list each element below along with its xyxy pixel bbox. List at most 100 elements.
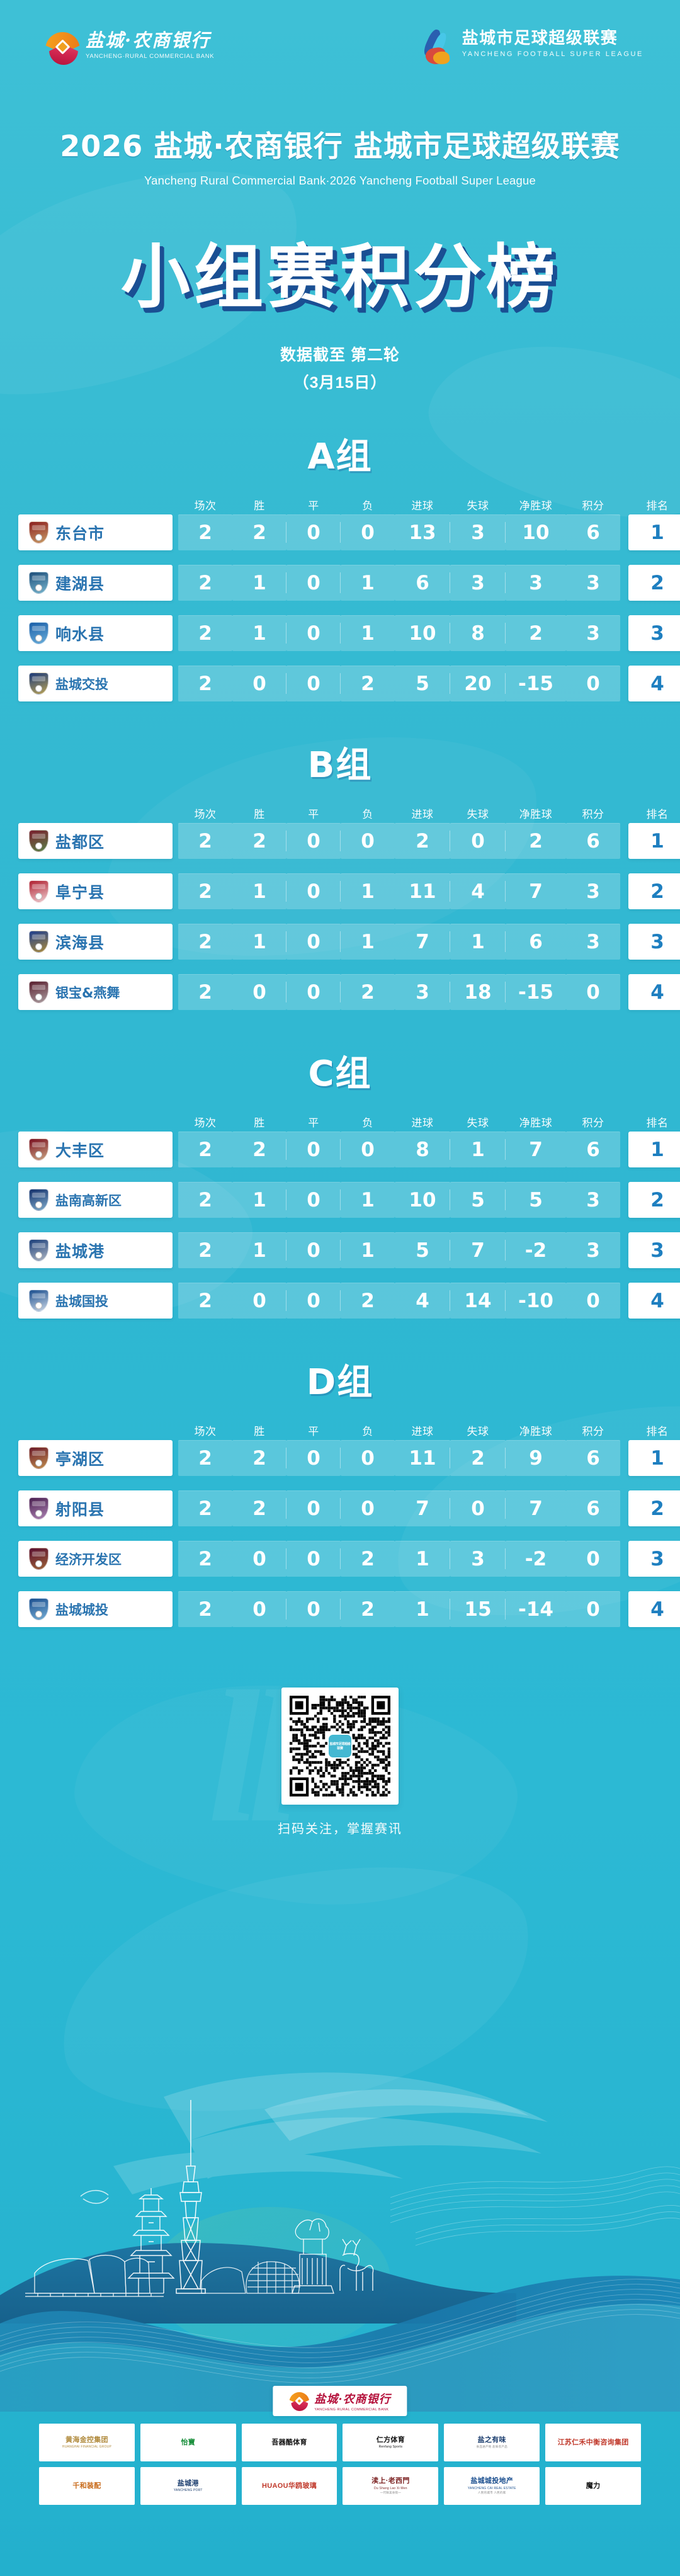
stat-gf: 6 [395, 565, 450, 601]
stat-ga: 18 [450, 974, 506, 1010]
table-row[interactable]: 大丰区 2 2 0 0 8 1 7 6 1 [18, 1132, 680, 1167]
stat-pts: 6 [566, 514, 620, 550]
table-row[interactable]: 响水县 2 1 0 1 10 8 2 3 3 [18, 615, 680, 651]
team-cell: 经济开发区 [18, 1541, 173, 1577]
team-cell: 盐城交投 [18, 666, 173, 701]
team-cell: 东台市 [18, 514, 173, 550]
page-title: 小组赛积分榜 [121, 237, 559, 317]
team-crest-icon [29, 672, 48, 695]
bank-logo-name-en: YANCHENG·RURAL COMMERCIAL BANK [86, 53, 215, 60]
column-header-负: 负 [362, 500, 373, 512]
stat-loss: 0 [341, 514, 395, 550]
table-row[interactable]: 盐南高新区 2 1 0 1 10 5 5 3 2 [18, 1182, 680, 1218]
sponsor-name-cn: 吾器酷体育 [271, 2438, 307, 2446]
team-crest-icon [29, 830, 48, 852]
stat-loss: 0 [341, 823, 395, 859]
standings-table: 场次胜平负进球 失球 净胜球 积分 排名 亭湖区 2 2 0 0 11 2 9 6 1 射阳县 2 2 0 0 7 0 7 6… [18, 1421, 680, 1627]
bank-logo-name-cn: 盐城·农商银行 [86, 30, 211, 51]
table-row[interactable]: 盐城城投 2 0 0 2 1 15 -14 0 4 [18, 1591, 680, 1627]
table-row[interactable]: 盐城港 2 1 0 1 5 7 -2 3 3 [18, 1232, 680, 1268]
stat-win: 0 [232, 1591, 286, 1627]
sponsor-name-cn: HUAOU华鸥玻璃 [262, 2482, 317, 2490]
stat-played: 2 [178, 565, 232, 601]
stat-loss: 0 [341, 1490, 395, 1526]
column-header-失球: 失球 [467, 1117, 489, 1129]
qr-code[interactable]: 盐城市足球超级联赛 [281, 1688, 399, 1805]
sponsor-logo[interactable]: 渎上·老西門 Du Shang Lao Xi Men 一代鲜美食街一 [343, 2467, 439, 2505]
table-row[interactable]: 东台市 2 2 0 0 13 3 10 6 1 [18, 514, 680, 550]
team-name: 建湖县 [55, 574, 105, 593]
rank-cell: 3 [628, 1541, 680, 1577]
stat-ga: 7 [450, 1232, 506, 1268]
qr-image: 盐城市足球超级联赛 [290, 1696, 390, 1796]
table-row[interactable]: 盐城交投 2 0 0 2 5 20 -15 0 4 [18, 666, 680, 701]
sponsor-logo[interactable]: 盐城港 YANCHENG PORT [140, 2467, 236, 2505]
standings-table: 场次胜平负进球 失球 净胜球 积分 排名 大丰区 2 2 0 0 8 1 7 6 1 盐南高新区 2 1 0 1 10 5… [18, 1113, 680, 1319]
headline: 2026 盐城·农商银行 盐城市足球超级联赛 [60, 129, 620, 163]
stat-draw: 0 [286, 666, 341, 701]
group-title: D组 [306, 1362, 374, 1403]
group-title: C组 [308, 1053, 372, 1094]
column-header-积分: 积分 [582, 809, 604, 820]
stat-played: 2 [178, 1182, 232, 1218]
sponsor-logo[interactable]: 仁方体育 Renfang Sports [343, 2424, 439, 2461]
stat-draw: 0 [286, 1283, 341, 1319]
sponsor-logo[interactable]: 魔力 [545, 2467, 641, 2505]
table-row[interactable]: 盐都区 2 2 0 0 2 0 2 6 1 [18, 823, 680, 859]
sponsor-logo[interactable]: 江苏仁禾中衡咨询集团 [545, 2424, 641, 2461]
group-section-A组: A组 场次胜平负进球 失球 净胜球 积分 排名 东台市 2 2 0 0 13 3 10 6 1 建湖县 2 1 0 1 6… [0, 428, 680, 701]
team-crest-icon [29, 1138, 48, 1160]
sponsor-logo[interactable]: 千和装配 [39, 2467, 135, 2505]
sponsor-tagline: 食品进产地 盐味农产品 [476, 2445, 507, 2449]
stat-gf: 5 [395, 1232, 450, 1268]
sponsor-logo[interactable]: 怡寶 [140, 2424, 236, 2461]
league-logo: 盐城市足球超级联赛 YANCHENG FOOTBALL SUPER LEAGUE [421, 28, 643, 67]
standings-table: 场次胜平负进球 失球 净胜球 积分 排名 盐都区 2 2 0 0 2 0 2 6 1 阜宁县 2 1 0 1 11 4 7 3… [18, 804, 680, 1010]
stat-draw: 0 [286, 1440, 341, 1476]
stat-played: 2 [178, 1132, 232, 1167]
stat-gd: 2 [506, 823, 566, 859]
column-header-胜: 胜 [254, 1117, 265, 1129]
stat-pts: 3 [566, 565, 620, 601]
stat-gf: 11 [395, 873, 450, 909]
sponsor-logo[interactable]: 盐之有味 食品进产地 盐味农产品 [444, 2424, 540, 2461]
stat-pts: 6 [566, 1132, 620, 1167]
sponsor-logo[interactable]: 黄海金控集团 HUANGHAI FINANCIAL GROUP [39, 2424, 135, 2461]
team-cell: 盐都区 [18, 823, 173, 859]
table-row[interactable]: 亭湖区 2 2 0 0 11 2 9 6 1 [18, 1440, 680, 1476]
sponsor-name-en: YANCHENG PORT [173, 2488, 203, 2493]
table-row[interactable]: 射阳县 2 2 0 0 7 0 7 6 2 [18, 1490, 680, 1526]
stat-ga: 1 [450, 1132, 506, 1167]
column-header-场次: 场次 [194, 500, 217, 512]
stat-played: 2 [178, 823, 232, 859]
table-row[interactable]: 滨海县 2 1 0 1 7 1 6 3 3 [18, 924, 680, 960]
table-row[interactable]: 经济开发区 2 0 0 2 1 3 -2 0 3 [18, 1541, 680, 1577]
team-name: 银宝&燕舞 [55, 985, 120, 1001]
stat-gf: 13 [395, 514, 450, 550]
stat-win: 0 [232, 1541, 286, 1577]
stat-ga: 3 [450, 1541, 506, 1577]
column-header-排名: 排名 [646, 1426, 669, 1438]
table-row[interactable]: 阜宁县 2 1 0 1 11 4 7 3 2 [18, 873, 680, 909]
table-row[interactable]: 盐城国投 2 0 0 2 4 14 -10 0 4 [18, 1283, 680, 1319]
sponsor-logo[interactable]: 吾器酷体育 [241, 2424, 337, 2461]
table-row[interactable]: 建湖县 2 1 0 1 6 3 3 3 2 [18, 565, 680, 601]
team-crest-icon [29, 1497, 48, 1519]
table-row[interactable]: 银宝&燕舞 2 0 0 2 3 18 -15 0 4 [18, 974, 680, 1010]
column-header-胜: 胜 [254, 500, 265, 512]
rank-cell: 2 [628, 873, 680, 909]
stat-pts: 0 [566, 666, 620, 701]
stat-played: 2 [178, 666, 232, 701]
team-cell: 亭湖区 [18, 1440, 173, 1476]
stat-played: 2 [178, 974, 232, 1010]
sponsor-name-cn: 盐之有味 [477, 2436, 506, 2444]
stat-draw: 0 [286, 1591, 341, 1627]
sponsor-logo[interactable]: 盐城城投地产 YANCHENG CAI REAL ESTATE 人民的城市 人民的家 [444, 2467, 540, 2505]
stat-ga: 15 [450, 1591, 506, 1627]
sponsor-logo[interactable]: HUAOU华鸥玻璃 [241, 2467, 337, 2505]
stat-pts: 3 [566, 1182, 620, 1218]
stat-loss: 0 [341, 1132, 395, 1167]
stat-gd: 7 [506, 1490, 566, 1526]
sponsor-name-cn: 怡寶 [181, 2438, 196, 2446]
rank-cell: 2 [628, 1182, 680, 1218]
